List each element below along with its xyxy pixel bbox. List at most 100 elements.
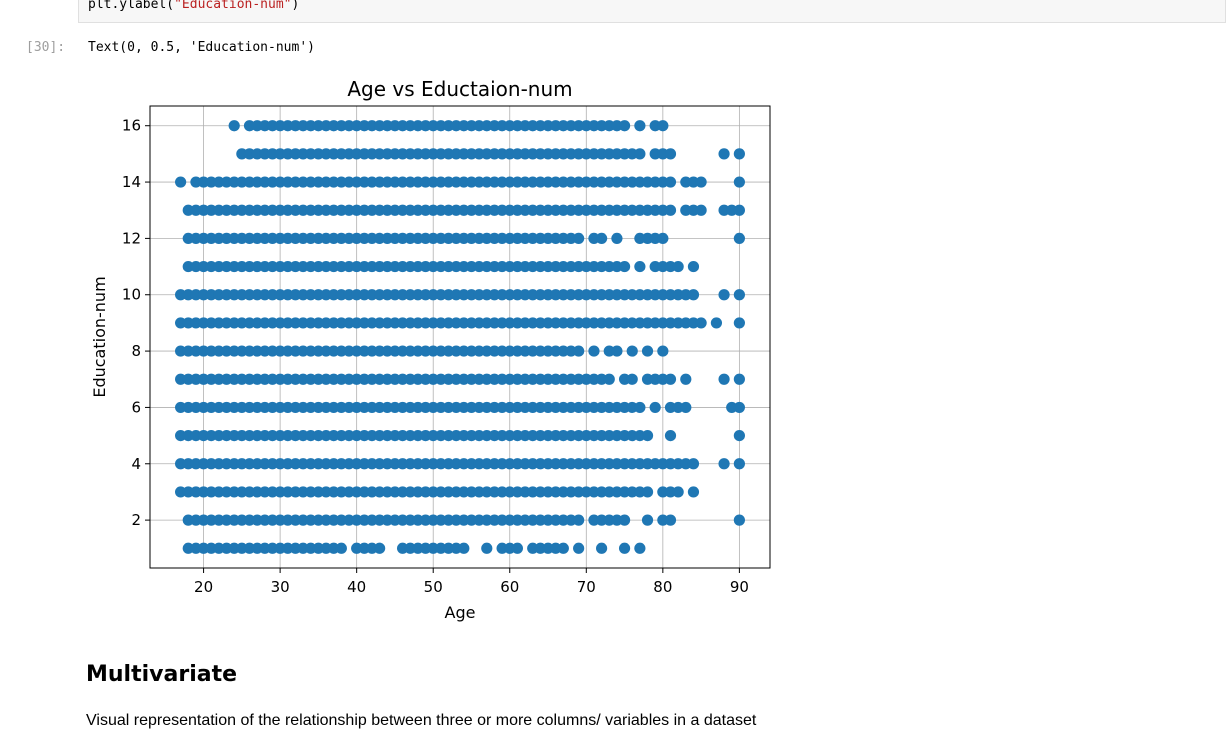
data-point	[488, 289, 501, 301]
data-point	[481, 401, 493, 414]
data-point	[557, 542, 569, 554]
data-point	[305, 345, 317, 357]
data-point	[175, 458, 187, 470]
data-point	[243, 289, 256, 301]
data-point	[205, 317, 217, 329]
data-point	[496, 345, 508, 357]
data-point	[419, 373, 432, 385]
data-point	[603, 317, 615, 329]
data-point	[366, 401, 378, 414]
data-point	[527, 458, 539, 470]
data-point	[243, 232, 256, 245]
data-point	[305, 317, 317, 329]
data-point	[228, 401, 240, 414]
data-point	[465, 345, 478, 357]
data-point	[649, 401, 661, 414]
data-point	[473, 260, 485, 273]
data-point	[190, 429, 202, 442]
data-point	[435, 232, 447, 245]
data-point	[305, 260, 317, 273]
data-point	[328, 373, 340, 385]
data-point	[213, 345, 225, 357]
data-point	[496, 232, 508, 245]
data-point	[305, 289, 317, 301]
data-point	[618, 542, 631, 554]
data-point	[550, 317, 562, 329]
data-point	[205, 486, 217, 498]
data-point	[573, 289, 585, 301]
data-point	[496, 289, 508, 301]
data-point	[358, 542, 370, 554]
data-point	[175, 429, 187, 442]
data-point	[404, 260, 416, 273]
data-point	[274, 458, 286, 470]
data-point	[190, 486, 202, 498]
data-point	[603, 148, 615, 160]
data-point	[205, 429, 217, 442]
data-point	[504, 289, 516, 301]
data-point	[603, 373, 615, 385]
data-point	[419, 458, 432, 470]
data-point	[603, 429, 615, 442]
data-point	[611, 289, 623, 301]
data-point	[496, 486, 508, 498]
data-point	[320, 120, 332, 132]
data-point	[557, 401, 569, 414]
data-point	[305, 514, 317, 526]
data-point	[657, 373, 669, 385]
data-point	[251, 176, 263, 188]
data-point	[573, 204, 585, 216]
data-point	[519, 458, 531, 470]
data-point	[588, 317, 600, 329]
data-point	[596, 373, 608, 385]
data-point	[473, 458, 485, 470]
data-point	[320, 429, 332, 442]
x-tick-label: 50	[424, 578, 443, 596]
data-point	[733, 176, 745, 188]
data-point	[588, 232, 600, 245]
data-point	[473, 148, 485, 160]
data-point	[588, 148, 600, 160]
data-point	[213, 232, 225, 245]
code-cell[interactable]: plt.ylabel("Education-num")	[78, 0, 1226, 23]
data-point	[335, 260, 347, 273]
data-point	[274, 373, 286, 385]
data-point	[458, 542, 470, 554]
data-point	[297, 176, 309, 188]
data-point	[458, 514, 470, 526]
data-point	[358, 176, 370, 188]
data-point	[282, 345, 294, 357]
data-point	[649, 458, 661, 470]
data-point	[396, 260, 409, 273]
data-point	[266, 486, 279, 498]
code-line: plt.ylabel("Education-num")	[88, 0, 299, 12]
data-point	[611, 176, 623, 188]
data-point	[312, 401, 324, 414]
data-point	[236, 204, 248, 216]
data-point	[664, 317, 677, 329]
data-point	[266, 148, 279, 160]
data-point	[435, 204, 447, 216]
data-point	[243, 260, 256, 273]
data-point	[649, 289, 661, 301]
data-point	[450, 458, 462, 470]
data-point	[419, 401, 432, 414]
data-point	[366, 260, 378, 273]
data-point	[550, 401, 562, 414]
data-point	[542, 260, 554, 273]
data-point	[488, 401, 501, 414]
data-point	[381, 401, 393, 414]
data-point	[664, 373, 677, 385]
data-point	[672, 317, 684, 329]
data-point	[427, 260, 439, 273]
data-point	[504, 148, 516, 160]
data-point	[626, 204, 638, 216]
data-point	[404, 204, 416, 216]
data-point	[664, 289, 677, 301]
data-point	[511, 486, 524, 498]
data-point	[519, 289, 531, 301]
data-point	[274, 232, 286, 245]
data-point	[205, 260, 217, 273]
data-point	[465, 317, 478, 329]
data-point	[419, 429, 432, 442]
